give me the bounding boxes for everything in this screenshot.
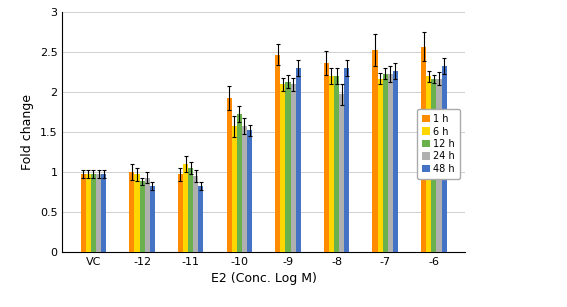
Bar [134, 174, 139, 252]
Bar [383, 74, 388, 252]
Bar [227, 98, 232, 252]
Bar [285, 82, 290, 252]
Bar [183, 164, 188, 252]
Bar [393, 71, 398, 252]
Bar [91, 174, 96, 252]
Bar [275, 55, 280, 252]
Bar [237, 115, 242, 252]
Bar [242, 126, 247, 252]
Bar [421, 47, 426, 252]
Bar [96, 174, 101, 252]
Bar [426, 76, 431, 252]
Bar [339, 95, 344, 252]
X-axis label: E2 (Conc. Log M): E2 (Conc. Log M) [211, 272, 316, 285]
Bar [86, 174, 91, 252]
Y-axis label: Fold change: Fold change [21, 94, 34, 170]
Bar [198, 186, 204, 252]
Bar [324, 63, 329, 252]
Bar [101, 174, 106, 252]
Bar [188, 168, 193, 252]
Bar [247, 130, 252, 252]
Bar [378, 79, 383, 252]
Bar [81, 174, 86, 252]
Bar [232, 126, 237, 252]
Bar [178, 174, 183, 252]
Bar [145, 177, 150, 252]
Bar [431, 79, 437, 252]
Bar [280, 84, 285, 252]
Bar [344, 68, 349, 252]
Bar [129, 172, 134, 252]
Bar [373, 50, 378, 252]
Bar [437, 79, 442, 252]
Bar [139, 181, 145, 252]
Bar [334, 76, 339, 252]
Bar [329, 76, 334, 252]
Bar [193, 176, 198, 252]
Bar [442, 66, 447, 252]
Bar [388, 74, 393, 252]
Bar [295, 68, 301, 252]
Bar [150, 186, 155, 252]
Legend: 1 h, 6 h, 12 h, 24 h, 48 h: 1 h, 6 h, 12 h, 24 h, 48 h [417, 109, 460, 179]
Bar [290, 84, 295, 252]
